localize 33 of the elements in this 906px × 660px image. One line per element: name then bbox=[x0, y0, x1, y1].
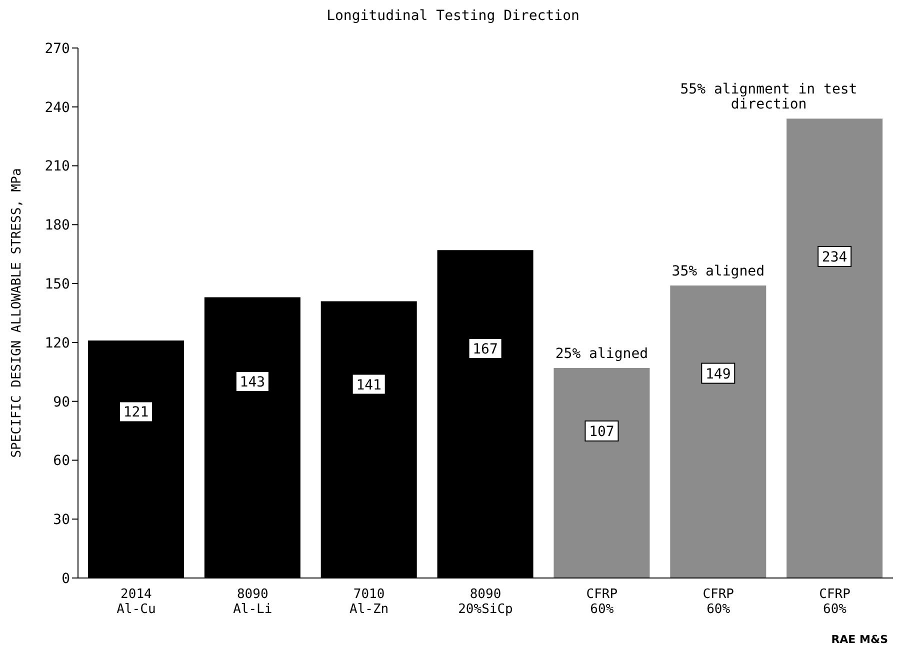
bar bbox=[554, 368, 650, 578]
annotation: 55% alignment in test direction bbox=[680, 82, 858, 113]
x-tick-label: 2014 Al-Cu bbox=[116, 587, 156, 617]
data-label: 107 bbox=[589, 424, 614, 440]
x-tick-label: 7010 Al-Zn bbox=[350, 587, 389, 617]
annotation: 25% aligned bbox=[555, 346, 648, 362]
x-tick-label: CFRP 60% bbox=[586, 587, 618, 617]
y-tick-label: 0 bbox=[62, 570, 70, 587]
data-label: 234 bbox=[822, 249, 848, 266]
x-tick-label: 8090 20%SiCp bbox=[458, 587, 514, 617]
y-axis-title: SPECIFIC DESIGN ALLOWABLE STRESS, MPa bbox=[10, 168, 25, 458]
data-label: 141 bbox=[356, 377, 382, 394]
x-tick-label: CFRP 60% bbox=[819, 587, 851, 617]
y-tick-label: 150 bbox=[44, 276, 70, 293]
annotation: 35% aligned bbox=[672, 264, 764, 280]
x-tick-label: CFRP 60% bbox=[702, 587, 734, 617]
data-label: 167 bbox=[472, 342, 498, 358]
chart-title: Longitudinal Testing Direction bbox=[326, 8, 580, 24]
y-tick-label: 270 bbox=[44, 40, 70, 57]
y-tick-label: 30 bbox=[53, 512, 70, 528]
data-label: 149 bbox=[705, 366, 731, 382]
data-label: 143 bbox=[240, 374, 266, 391]
bar bbox=[670, 286, 766, 578]
data-label: 121 bbox=[123, 404, 149, 421]
y-tick-label: 120 bbox=[44, 335, 70, 352]
x-tick-label: 8090 Al-Li bbox=[233, 587, 272, 617]
y-tick-label: 210 bbox=[44, 158, 70, 175]
text: RAE M&S bbox=[831, 633, 888, 646]
y-tick-label: 60 bbox=[53, 453, 70, 470]
bar bbox=[786, 118, 883, 578]
y-tick-label: 240 bbox=[44, 100, 70, 116]
y-tick-label: 180 bbox=[44, 218, 70, 234]
y-tick-label: 90 bbox=[53, 394, 70, 410]
